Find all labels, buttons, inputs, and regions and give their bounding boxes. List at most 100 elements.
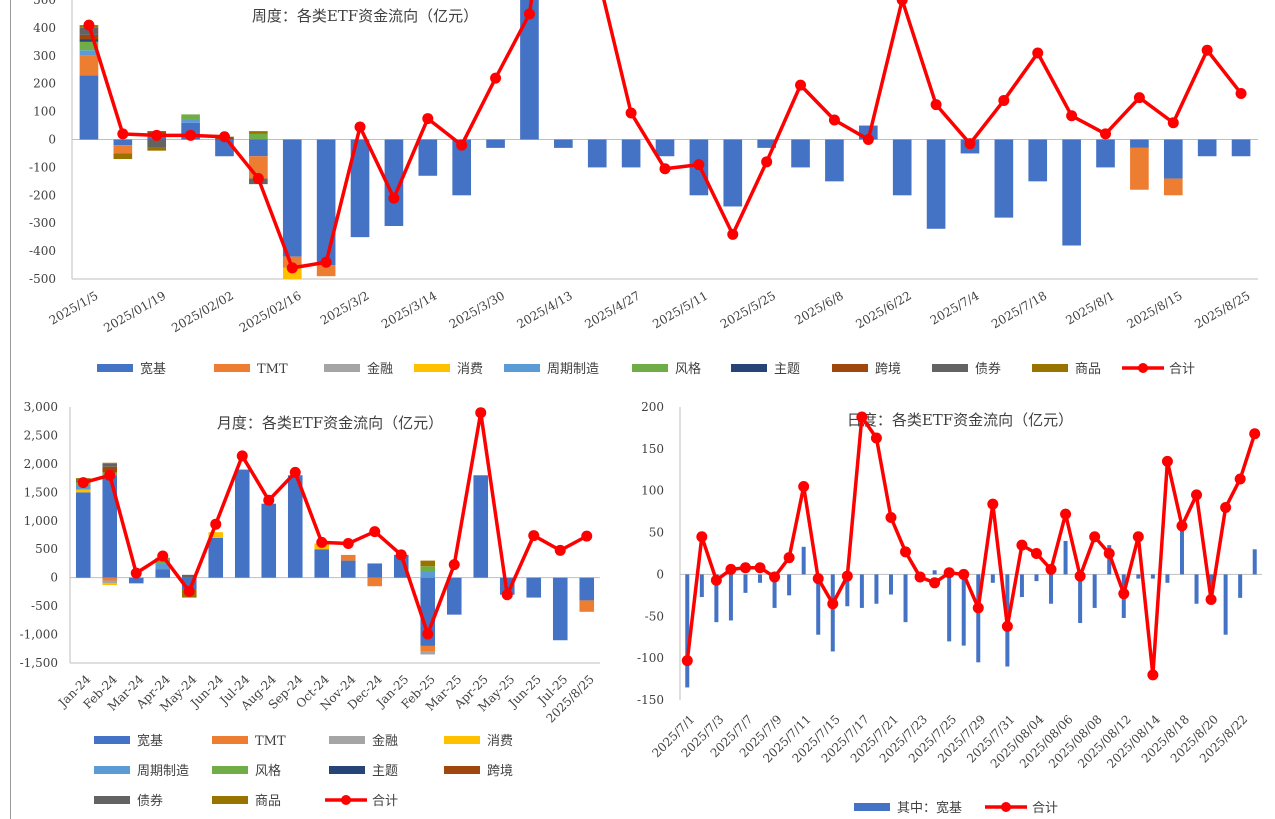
weekly-x-tick-label: 2025/4/27 — [582, 288, 642, 331]
weekly-bar-宽基 — [994, 139, 1014, 218]
weekly-x-tick-label: 2025/7/18 — [989, 288, 1049, 331]
weekly-total-point — [1201, 44, 1213, 56]
weekly-bar-宽基 — [486, 139, 505, 148]
weekly-y-tick-label: -300 — [29, 216, 56, 230]
monthly-bar-金融 — [102, 580, 118, 584]
daily-total-point — [812, 573, 824, 585]
weekly-y-tick-label: -100 — [29, 160, 56, 174]
weekly-bar-商品 — [249, 131, 268, 134]
monthly-bar-宽基 — [128, 577, 144, 584]
weekly-legend-label-周期制造: 周期制造 — [547, 362, 599, 377]
weekly-total-point — [998, 94, 1010, 106]
weekly-bar-宽基 — [791, 139, 810, 168]
weekly-y-tick-label: 300 — [33, 49, 56, 63]
daily-bar-宽基 — [888, 574, 893, 595]
daily-bar-宽基 — [859, 574, 864, 608]
daily-total-point — [1220, 501, 1232, 513]
daily-bars — [681, 411, 1261, 688]
weekly-bar-宽基 — [1062, 139, 1081, 246]
monthly-legend-label-跨境: 跨境 — [487, 764, 513, 779]
weekly-legend-label-主题: 主题 — [774, 362, 800, 377]
daily-total-line — [685, 415, 1257, 677]
monthly-bar-宽基 — [579, 577, 595, 601]
daily-total-point — [681, 655, 693, 667]
weekly-bar-主题 — [79, 39, 99, 42]
weekly-legend-swatch-金融 — [324, 364, 360, 372]
weekly-total-point — [490, 72, 502, 84]
weekly-y-tick-label: -200 — [29, 188, 56, 202]
daily-y-tick-label: 100 — [641, 484, 664, 498]
daily-total-point — [987, 498, 999, 510]
daily-y-tick-label: 150 — [641, 442, 664, 456]
weekly-bars — [79, 0, 1251, 279]
weekly-bar-TMT — [79, 55, 99, 76]
daily-total-point — [1001, 620, 1013, 632]
daily-total-point — [914, 571, 926, 583]
weekly-total-point — [1100, 128, 1112, 140]
monthly-total-point — [316, 536, 328, 548]
daily-legend-label-宽基: 其中：宽基 — [897, 800, 962, 816]
monthly-legend-swatch-金融 — [329, 736, 365, 744]
weekly-bar-风格 — [79, 41, 99, 51]
monthly-bar-宽基 — [314, 549, 330, 578]
daily-total-point — [856, 411, 868, 423]
daily-bar-宽基 — [714, 574, 719, 623]
weekly-bar-宽基 — [1028, 139, 1048, 182]
daily-total-point — [754, 562, 766, 574]
weekly-legend-label-风格: 风格 — [675, 361, 701, 377]
monthly-y-tick-label: -1,500 — [20, 656, 58, 670]
weekly-bar-宽基 — [79, 75, 99, 140]
monthly-legend-swatch-周期制造 — [94, 766, 130, 774]
monthly-total-point — [77, 477, 89, 489]
monthly-legend-label-合计: 合计 — [372, 794, 398, 809]
daily-bar-宽基 — [903, 574, 908, 623]
monthly-bar-宽基 — [340, 560, 356, 578]
monthly-y-tick-label: 3,000 — [24, 400, 58, 414]
weekly-bar-风格 — [249, 133, 268, 140]
daily-total-point — [1118, 588, 1130, 600]
monthly-bar-宽基 — [446, 577, 462, 615]
daily-bar-宽基 — [1238, 574, 1243, 598]
daily-bar-宽基 — [1165, 574, 1170, 583]
monthly-bars — [75, 407, 595, 655]
weekly-x-tick-label: 2025/02/16 — [237, 288, 304, 335]
monthly-bar-宽基 — [102, 475, 118, 578]
daily-total-point — [900, 546, 912, 558]
daily-total-point — [1191, 489, 1203, 501]
monthly-bar-宽基 — [473, 475, 489, 578]
monthly-total-point — [501, 589, 513, 601]
monthly-y-tick-label: 2,500 — [24, 428, 58, 442]
weekly-total-point — [930, 99, 942, 111]
monthly-bar-商品 — [420, 560, 436, 567]
weekly-total-point — [252, 173, 264, 185]
weekly-bar-TMT — [1130, 147, 1149, 190]
monthly-total-point — [157, 550, 169, 562]
weekly-total-point — [117, 128, 129, 140]
daily-total-point — [841, 570, 853, 582]
daily-bar-宽基 — [1252, 549, 1257, 575]
monthly-total-point — [130, 567, 142, 579]
weekly-bar-宽基 — [249, 139, 268, 157]
monthly-y-tick-label: 1,000 — [24, 514, 58, 528]
weekly-total-point — [523, 8, 535, 20]
monthly-total-point — [395, 549, 407, 561]
weekly-bar-宽基 — [1231, 139, 1251, 157]
weekly-bar-宽基 — [757, 139, 776, 148]
weekly-bar-宽基 — [1096, 139, 1115, 168]
monthly-total-point — [554, 544, 566, 556]
daily-bar-宽基 — [990, 574, 995, 583]
monthly-bar-宽基 — [208, 537, 224, 578]
monthly-legend-swatch-主题 — [329, 766, 365, 774]
daily-legend-label-合计: 合计 — [1032, 801, 1058, 816]
weekly-x-tick-label: 2025/8/1 — [1063, 288, 1117, 327]
daily-total-point — [1176, 520, 1188, 532]
monthly-bar-宽基 — [367, 563, 383, 578]
weekly-x-tick-label: 2025/5/25 — [718, 288, 778, 331]
weekly-legend-swatch-债券 — [932, 364, 968, 372]
weekly-bar-宽基 — [452, 139, 472, 196]
daily-bar-宽基 — [1107, 545, 1112, 575]
weekly-total-point — [1235, 87, 1247, 99]
monthly-bar-TMT — [340, 554, 356, 561]
weekly-legend-label-消费: 消费 — [457, 362, 483, 377]
weekly-bar-宽基 — [316, 139, 336, 266]
